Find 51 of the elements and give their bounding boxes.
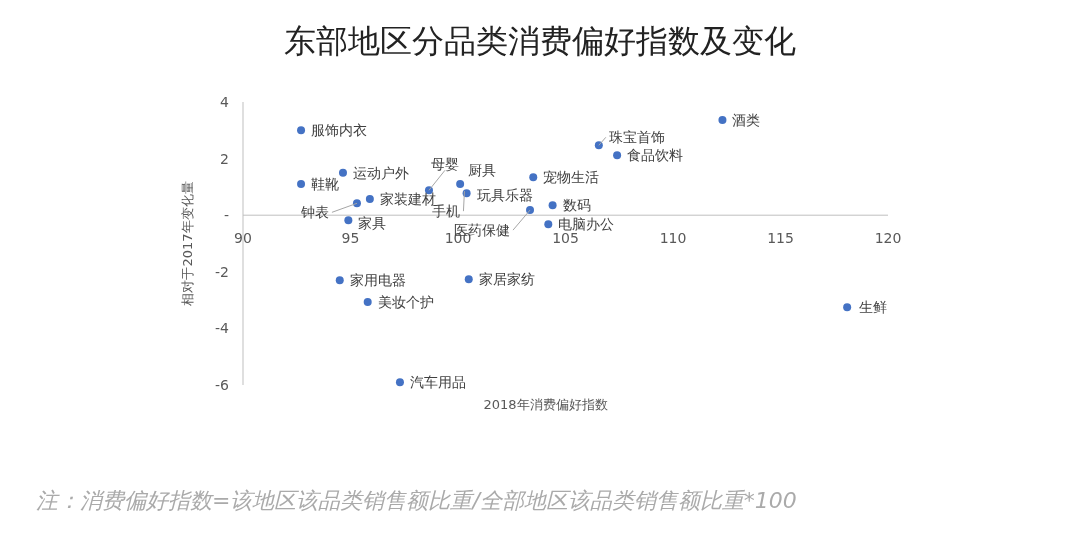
point <box>544 220 553 229</box>
annotation: 母婴 <box>430 156 459 173</box>
annotation: 酒类 <box>732 112 761 129</box>
point <box>456 180 465 189</box>
annotation: 美妆个护 <box>377 293 434 310</box>
point <box>297 126 306 135</box>
annotation: 电脑办公 <box>558 216 615 233</box>
annotation: 厨具 <box>468 161 497 178</box>
annotation: 食品饮料 <box>627 147 684 164</box>
x-tick-label: 105 <box>552 230 579 247</box>
point <box>529 173 538 182</box>
point <box>843 303 852 312</box>
y-tick-label: 2 <box>220 150 229 167</box>
annotation: 玩具乐器 <box>476 187 533 204</box>
annotation: 钟表 <box>299 204 329 221</box>
y-tick-label: 4 <box>220 93 230 110</box>
text: 注：消费偏好指数=该地区该品类销售额比重/全部地区该品类销售额比重*100 <box>36 488 797 513</box>
point <box>613 151 622 160</box>
annotation: 家居家纺 <box>478 271 535 288</box>
point <box>718 116 727 125</box>
x-axis-title: 2018年消费偏好指数 <box>483 397 608 412</box>
x-tick-label: 90 <box>234 230 252 247</box>
y-tick-label: -6 <box>215 376 230 393</box>
y-axis-title: 相对于2017年变化量 <box>180 181 195 306</box>
annotation: 家用电器 <box>349 272 406 289</box>
y-tick-label: -4 <box>215 320 230 337</box>
point <box>335 276 344 285</box>
x-tick-label: 95 <box>341 230 360 247</box>
point <box>395 378 404 387</box>
annotation: 家具 <box>358 215 387 232</box>
point <box>548 201 557 210</box>
annotation: 汽车用品 <box>409 374 466 391</box>
point <box>338 168 347 177</box>
point <box>363 298 372 307</box>
point <box>297 180 306 189</box>
chart-title: 东部地区分品类消费偏好指数及变化 <box>284 22 796 60</box>
annotation: 生鲜 <box>859 299 888 316</box>
point <box>464 275 473 284</box>
point <box>365 195 374 204</box>
x-tick-label: 115 <box>767 230 794 247</box>
point <box>344 216 353 225</box>
x-tick-label: 120 <box>874 230 902 247</box>
annotation: 数码 <box>562 197 591 214</box>
x-tick-label: 110 <box>659 230 687 247</box>
annotation: 服饰内衣 <box>311 122 368 139</box>
annotation: 鞋靴 <box>311 175 340 192</box>
y-tick-label: - <box>223 207 229 224</box>
annotation: 珠宝首饰 <box>608 129 665 146</box>
annotation: 宠物生活 <box>543 169 600 186</box>
y-tick-label: -2 <box>215 263 229 280</box>
annotation: 运动户外 <box>352 164 409 181</box>
